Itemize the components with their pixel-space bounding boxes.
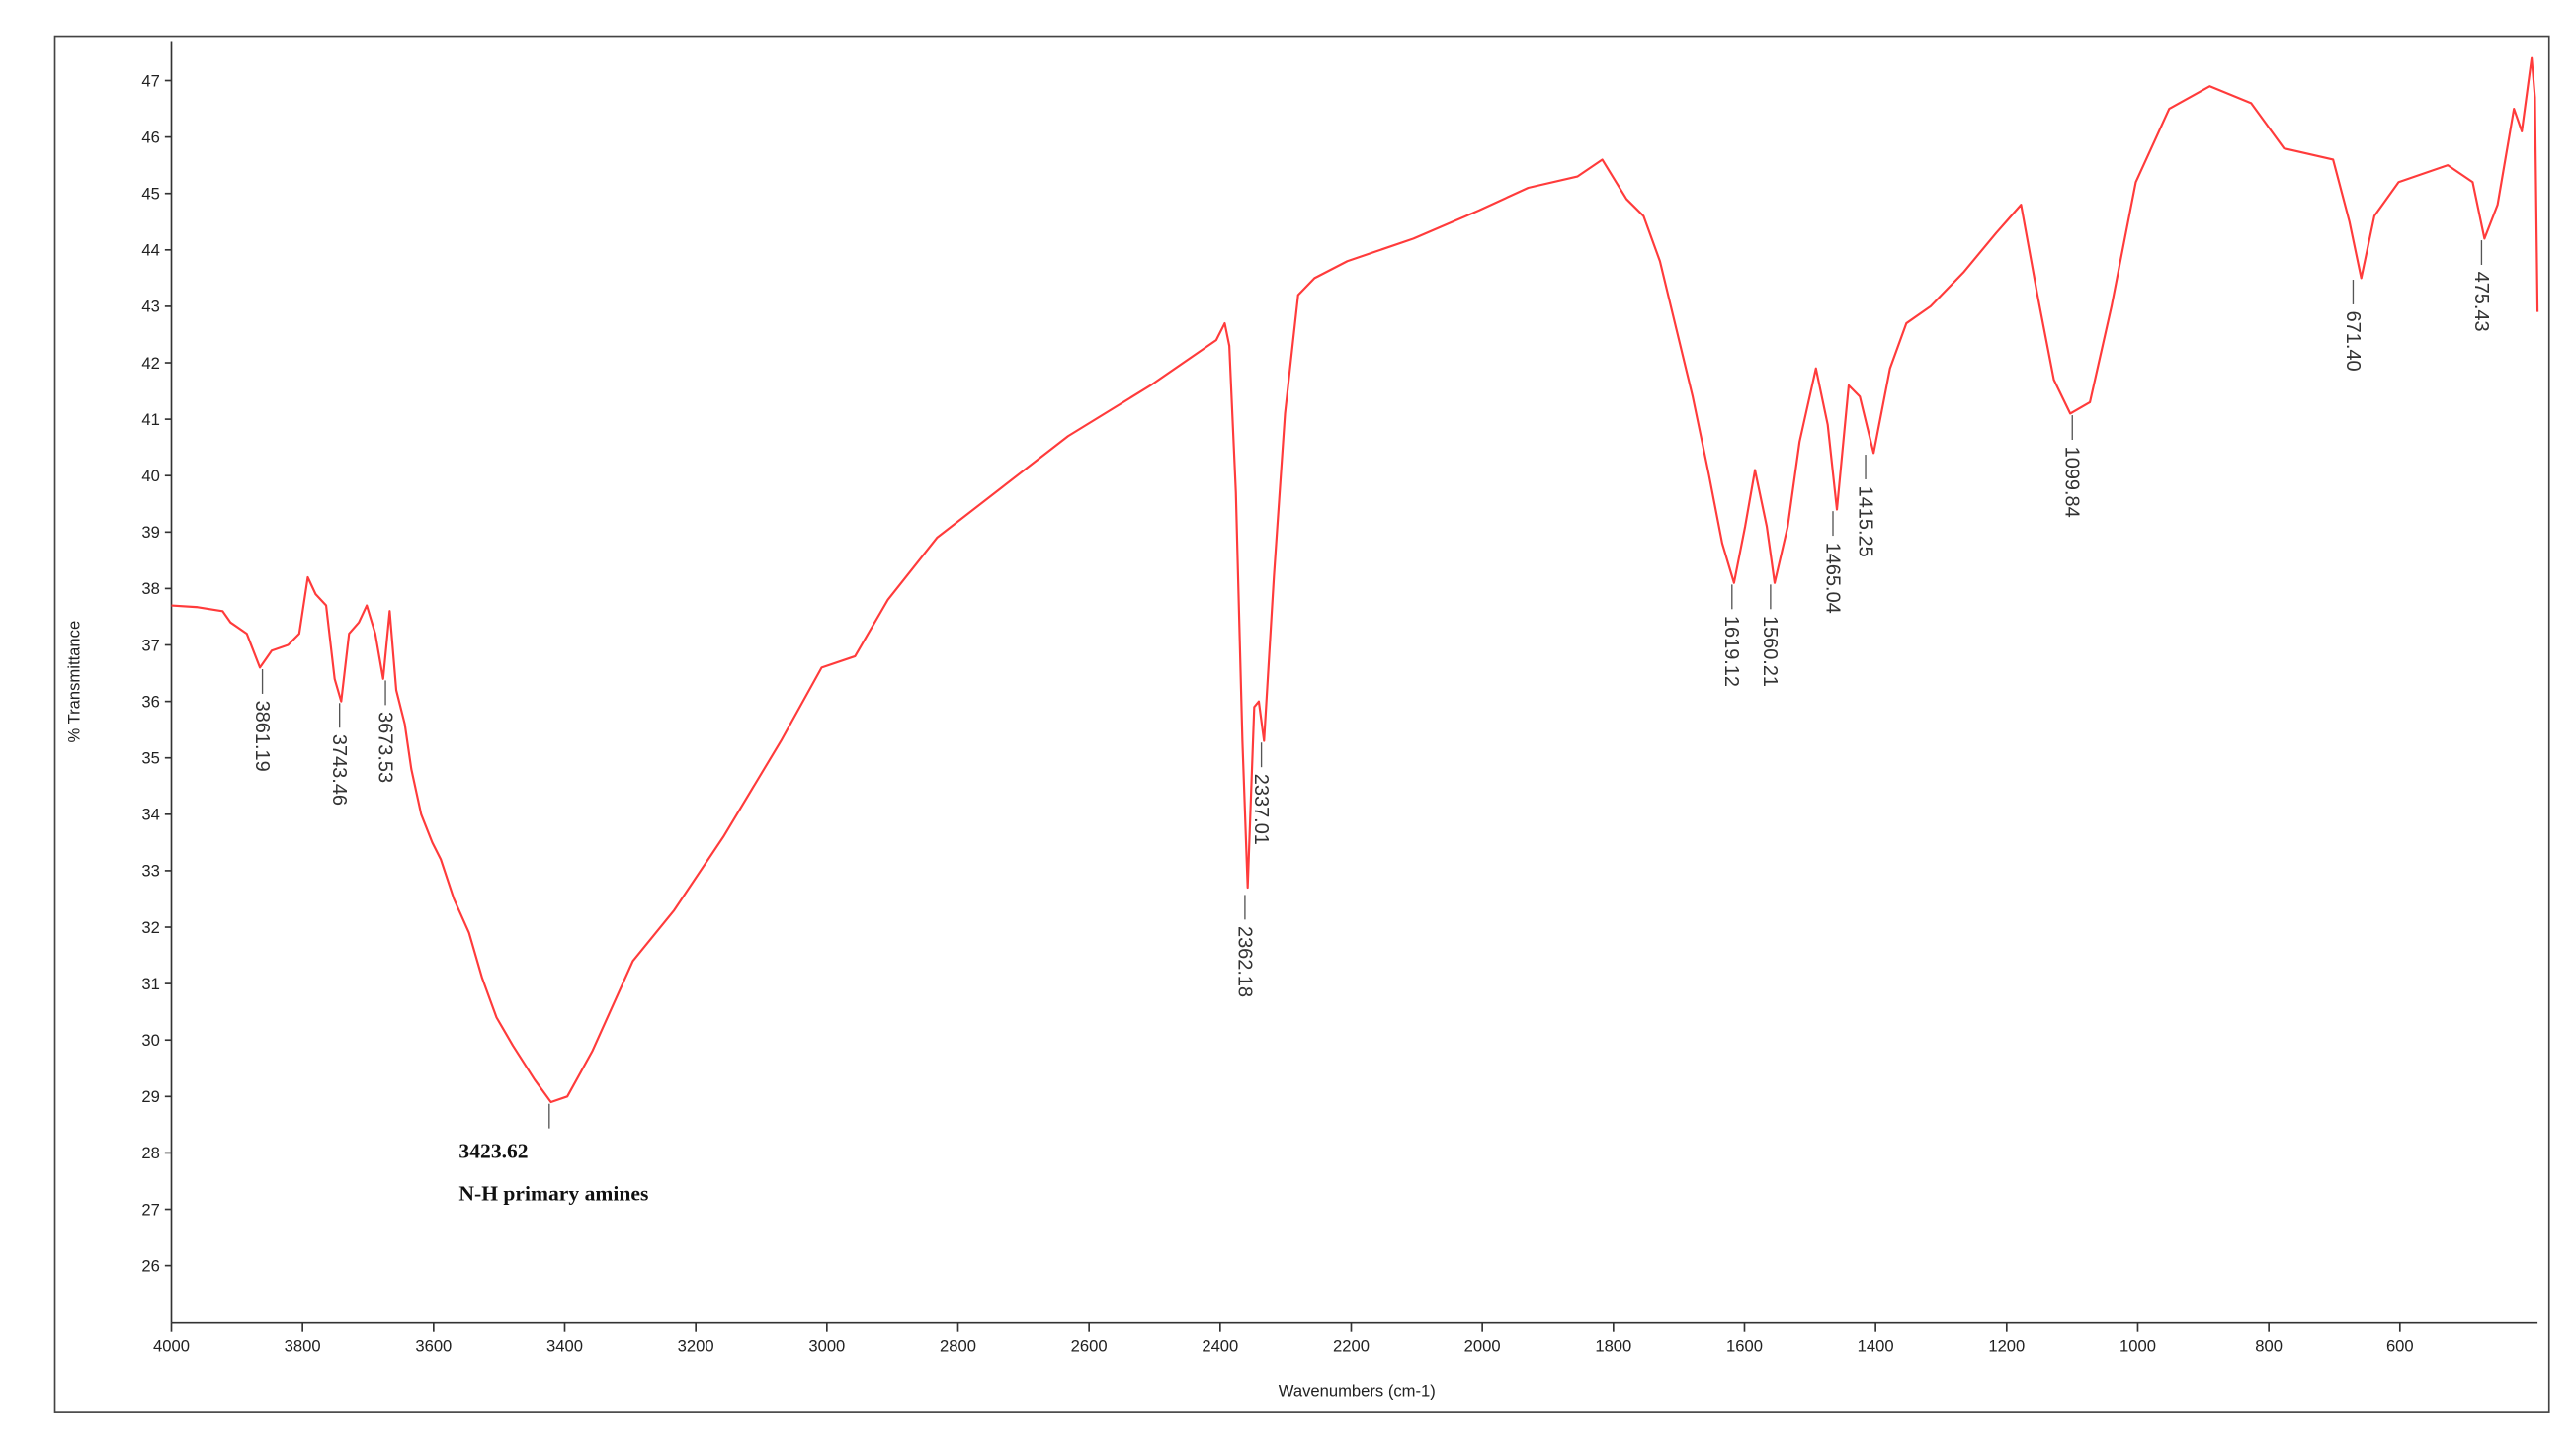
y-tick-label: 27 bbox=[141, 1200, 159, 1219]
y-tick-label: 37 bbox=[141, 636, 159, 654]
x-tick-label: 2200 bbox=[1333, 1337, 1370, 1356]
x-tick-label: 3200 bbox=[678, 1337, 714, 1356]
x-tick-label: 1600 bbox=[1726, 1337, 1763, 1356]
x-tick-label: 1800 bbox=[1595, 1337, 1631, 1356]
y-tick-label: 32 bbox=[141, 918, 159, 937]
y-tick-label: 33 bbox=[141, 862, 159, 881]
peak-label: 1560.21 bbox=[1759, 616, 1781, 687]
x-tick-label: 2800 bbox=[940, 1337, 976, 1356]
peak-label: 671.40 bbox=[2342, 311, 2364, 372]
peak-label: 475.43 bbox=[2470, 272, 2492, 332]
y-tick-label: 28 bbox=[141, 1144, 159, 1162]
y-tick-label: 41 bbox=[141, 410, 159, 429]
peak-label: 1465.04 bbox=[1821, 543, 1843, 614]
y-tick-label: 30 bbox=[141, 1031, 159, 1050]
x-tick-label: 600 bbox=[2386, 1337, 2414, 1356]
x-tick-label: 2400 bbox=[1202, 1337, 1238, 1356]
peak-label: 1099.84 bbox=[2061, 447, 2083, 518]
x-tick-label: 3000 bbox=[808, 1337, 845, 1356]
x-tick-label: 1000 bbox=[2119, 1337, 2156, 1356]
y-axis-label: % Transmittance bbox=[64, 621, 83, 743]
y-tick-label: 39 bbox=[141, 523, 159, 542]
frame bbox=[53, 35, 2550, 1413]
y-tick-label: 42 bbox=[141, 354, 159, 373]
x-tick-label: 2600 bbox=[1071, 1337, 1108, 1356]
x-tick-label: 800 bbox=[2255, 1337, 2283, 1356]
y-tick-label: 31 bbox=[141, 975, 159, 993]
y-tick-label: 43 bbox=[141, 298, 159, 316]
y-tick-label: 47 bbox=[141, 71, 159, 90]
peak-label: 2337.01 bbox=[1250, 774, 1272, 845]
y-tick-label: 26 bbox=[141, 1256, 159, 1275]
x-tick-label: 3800 bbox=[285, 1337, 321, 1356]
y-tick-label: 29 bbox=[141, 1087, 159, 1106]
peak-label: 3861.19 bbox=[251, 701, 273, 772]
x-tick-label: 1200 bbox=[1988, 1337, 2025, 1356]
spectrum-line bbox=[171, 56, 2539, 1104]
x-tick-label: 3600 bbox=[415, 1337, 452, 1356]
y-tick-label: 38 bbox=[141, 579, 159, 598]
peak-label: 3423.62 bbox=[458, 1140, 528, 1163]
peak-label: 1619.12 bbox=[1720, 616, 1742, 687]
y-tick-label: 40 bbox=[141, 467, 159, 485]
y-tick-label: 36 bbox=[141, 692, 159, 711]
peak-label: 3743.46 bbox=[328, 734, 350, 806]
peak-label: 3673.53 bbox=[374, 712, 395, 783]
y-tick-label: 35 bbox=[141, 749, 159, 768]
x-tick-label: 1400 bbox=[1858, 1337, 1894, 1356]
x-axis-label: Wavenumbers (cm-1) bbox=[1279, 1382, 1436, 1401]
x-tick-label: 2000 bbox=[1464, 1337, 1501, 1356]
y-tick-label: 44 bbox=[141, 241, 159, 260]
y-tick-label: 45 bbox=[141, 185, 159, 204]
peak-label: 1415.25 bbox=[1854, 486, 1875, 557]
peak-label: 2362.18 bbox=[1233, 926, 1255, 997]
x-tick-label: 4000 bbox=[153, 1337, 190, 1356]
y-tick-label: 46 bbox=[141, 128, 159, 146]
x-tick-label: 3400 bbox=[546, 1337, 583, 1356]
annotation: N-H primary amines bbox=[458, 1182, 648, 1206]
y-tick-label: 34 bbox=[141, 806, 159, 824]
